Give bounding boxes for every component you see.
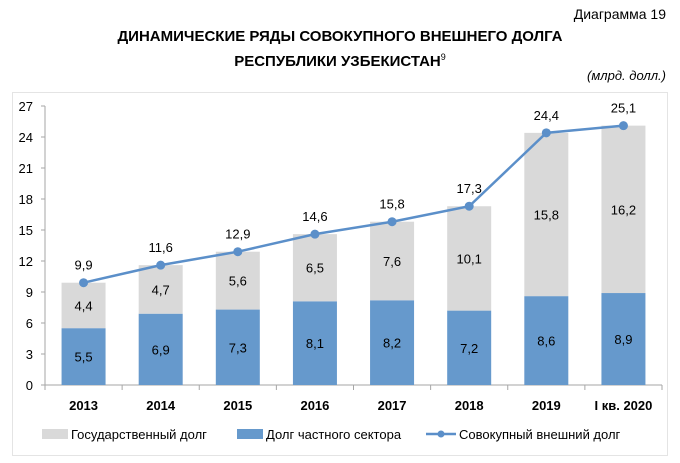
- label-total: 12,9: [225, 227, 250, 242]
- line-total: [83, 124, 624, 284]
- y-tick-label: 21: [19, 161, 33, 176]
- label-government: 16,2: [611, 202, 636, 217]
- label-total: 24,4: [534, 108, 559, 123]
- y-tick-label: 24: [19, 130, 33, 145]
- bar-private: [215, 309, 260, 385]
- x-tick-label: 2017: [378, 398, 407, 413]
- y-tick-label: 15: [19, 223, 33, 238]
- bar-private: [524, 296, 569, 385]
- label-government: 7,6: [383, 254, 401, 269]
- label-total: 11,6: [149, 240, 173, 255]
- bar-government: [61, 282, 106, 329]
- bar-government: [447, 206, 492, 311]
- legend-swatch-government: [42, 429, 68, 439]
- unit-label: (млрд. долл.): [587, 68, 666, 83]
- x-tick-label: 2015: [223, 398, 252, 413]
- label-total: 14,6: [302, 209, 327, 224]
- point-total: [541, 128, 551, 138]
- label-private: 8,2: [383, 336, 401, 351]
- y-tick-label: 3: [26, 347, 33, 362]
- y-tick-label: 18: [19, 192, 33, 207]
- title-line-2: РЕСПУБЛИКИ УЗБЕКИСТАН: [234, 53, 441, 70]
- bar-private: [292, 301, 337, 385]
- point-total: [387, 217, 397, 227]
- y-tick-label: 27: [19, 99, 33, 114]
- bar-government: [138, 265, 183, 314]
- bar-government: [215, 251, 260, 310]
- point-total: [618, 121, 628, 131]
- x-tick-label: 2014: [146, 398, 176, 413]
- label-government: 4,4: [75, 298, 93, 313]
- bar-private: [601, 293, 646, 385]
- label-total: 25,1: [611, 101, 636, 116]
- y-tick-label: 6: [26, 316, 33, 331]
- label-private: 5,5: [75, 350, 93, 365]
- legend-marker-total: [437, 430, 445, 438]
- diagram-number: Диаграмма 19: [573, 6, 666, 22]
- point-total: [233, 247, 243, 257]
- bar-private: [138, 313, 183, 385]
- point-total: [310, 229, 320, 239]
- legend-government: Государственный долг: [71, 427, 207, 442]
- label-private: 8,1: [306, 336, 324, 351]
- label-private: 8,9: [614, 332, 632, 347]
- label-private: 7,2: [460, 341, 478, 356]
- label-government: 15,8: [534, 208, 559, 223]
- legend-swatch-private: [237, 429, 263, 439]
- bar-government: [292, 234, 337, 302]
- legend-total: Совокупный внешний долг: [459, 427, 621, 442]
- bar-private: [61, 328, 106, 385]
- bar-government: [601, 125, 646, 294]
- x-tick-label: 2013: [69, 398, 98, 413]
- bar-private: [370, 300, 415, 385]
- label-private: 7,3: [229, 340, 247, 355]
- label-private: 8,6: [537, 334, 555, 349]
- label-government: 4,7: [152, 282, 170, 297]
- legend-private: Долг частного сектора: [266, 427, 402, 442]
- bar-government: [370, 221, 415, 301]
- bar-private: [447, 310, 492, 385]
- y-tick-label: 9: [26, 285, 33, 300]
- x-tick-label: 2016: [300, 398, 329, 413]
- y-tick-label: 0: [26, 378, 33, 393]
- label-total: 17,3: [457, 181, 482, 196]
- label-private: 6,9: [152, 342, 170, 357]
- label-government: 5,6: [229, 274, 247, 289]
- x-tick-label: 2018: [455, 398, 484, 413]
- label-total: 15,8: [379, 197, 404, 212]
- point-total: [79, 278, 89, 288]
- chart-frame: [12, 92, 668, 456]
- label-government: 10,1: [457, 251, 482, 266]
- y-tick-label: 12: [19, 254, 33, 269]
- point-total: [464, 201, 474, 211]
- bar-government: [524, 132, 569, 297]
- x-tick-label: 2019: [532, 398, 561, 413]
- title-footnote: 9: [440, 52, 446, 62]
- x-tick-label: I кв. 2020: [595, 398, 653, 413]
- label-government: 6,5: [306, 261, 324, 276]
- chart-title: ДИНАМИЧЕСКИЕ РЯДЫ СОВОКУПНОГО ВНЕШНЕГО Д…: [0, 26, 680, 72]
- point-total: [156, 260, 166, 270]
- title-line-1: ДИНАМИЧЕСКИЕ РЯДЫ СОВОКУПНОГО ВНЕШНЕГО Д…: [117, 28, 563, 45]
- label-total: 9,9: [75, 258, 93, 273]
